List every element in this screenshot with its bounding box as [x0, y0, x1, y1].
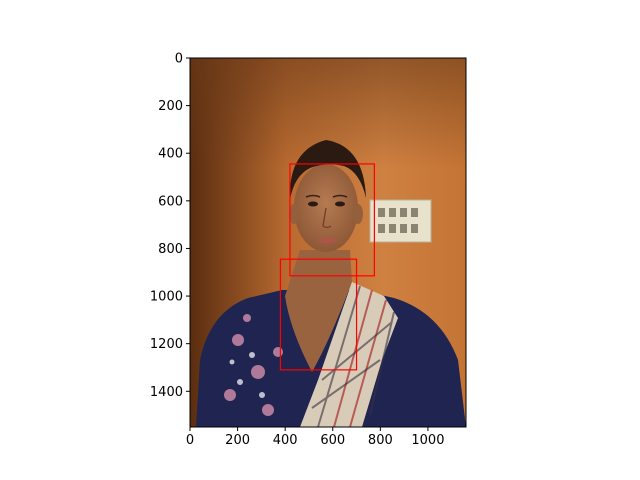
y-tick-label: 200: [158, 99, 183, 114]
portrait-photo: [190, 58, 466, 427]
y-tick-label: 400: [158, 147, 183, 162]
bounding-boxes: [279, 163, 375, 371]
x-tick-label: 400: [273, 433, 298, 448]
y-tick-label: 1200: [150, 337, 183, 352]
x-tick-label: 600: [320, 433, 345, 448]
x-tick-label: 0: [186, 433, 194, 448]
plaid-scarf: [300, 282, 398, 427]
y-tick-label: 0: [175, 52, 183, 67]
switch-board: [369, 199, 432, 243]
x-tick-label: 800: [368, 433, 393, 448]
bounding-box-face: [289, 163, 375, 277]
x-tick-label: 1000: [411, 433, 444, 448]
x-axis: 0 200 400 600 800 1000: [186, 427, 444, 448]
bounding-box-neck: [279, 258, 358, 371]
axes-frame: [189, 57, 467, 428]
y-axis: 0 200 400 600 800 1000 1200 1400: [150, 52, 190, 400]
scarf-stripes: [333, 289, 387, 427]
y-tick-label: 1000: [150, 290, 183, 305]
neck-skin: [285, 250, 352, 372]
y-tick-label: 600: [158, 194, 183, 209]
y-tick-label: 800: [158, 242, 183, 257]
hair: [289, 140, 366, 200]
y-tick-label: 1400: [150, 385, 183, 400]
x-tick-label: 200: [225, 433, 250, 448]
